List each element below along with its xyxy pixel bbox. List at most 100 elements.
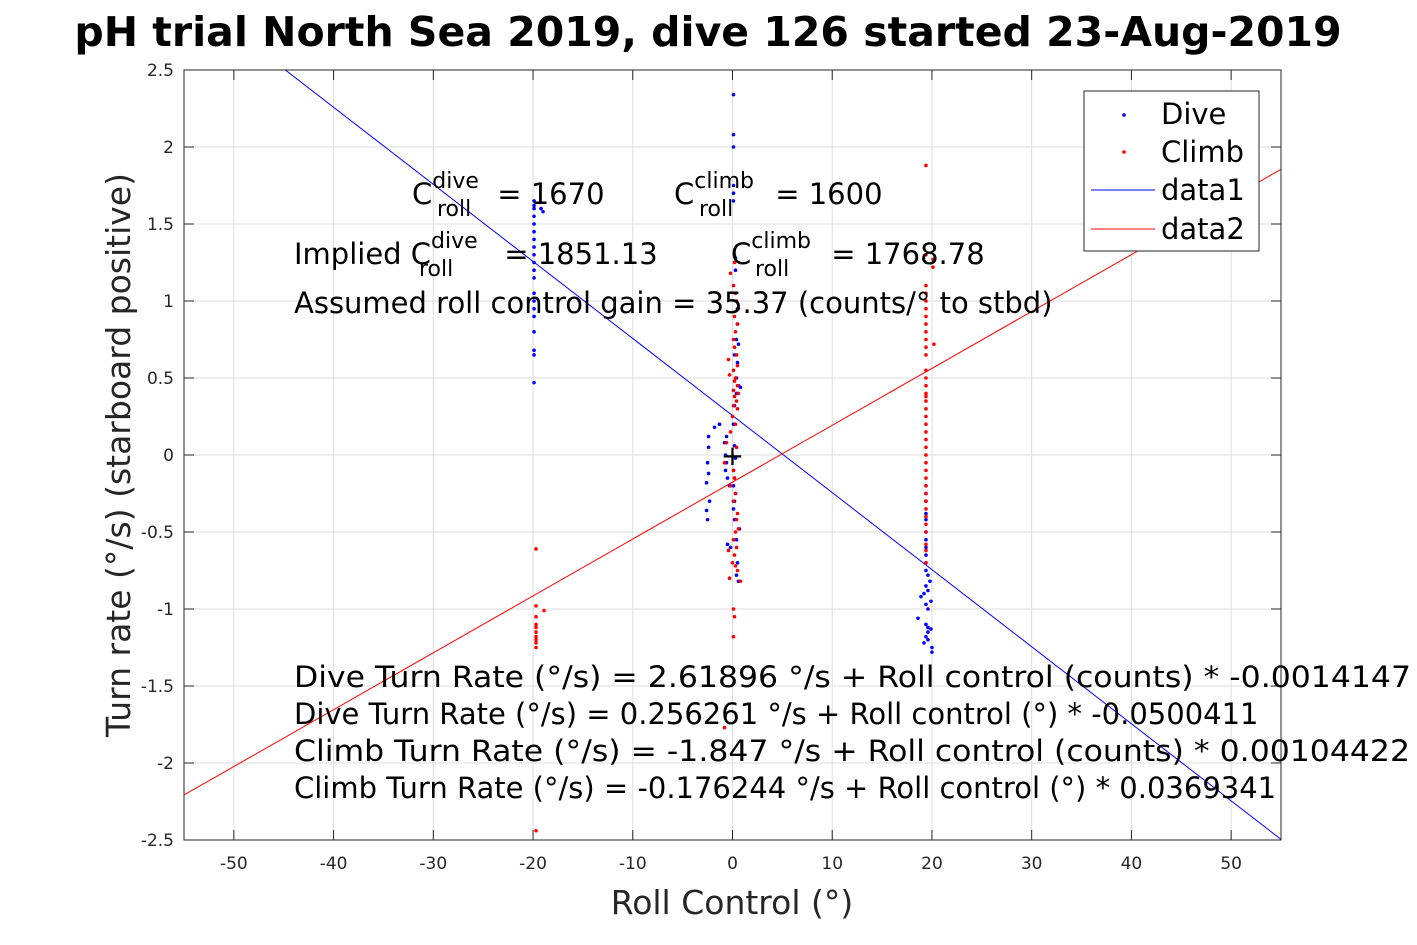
x-tick-label: 30 [1021,854,1043,874]
data-point-climb [931,257,935,262]
data-point-dive [916,616,920,621]
data-point-climb [924,330,928,334]
data-point-climb [924,399,928,403]
data-point-climb [534,828,538,833]
data-point-climb [534,622,538,627]
data-point-dive [532,229,536,234]
data-point-climb [735,363,740,368]
data-point-dive [532,299,536,303]
data-point-dive [725,542,730,547]
data-point-climb [924,394,928,399]
data-point-climb [731,388,736,393]
y-tick-label: -2 [157,754,174,774]
data-point-dive [735,360,740,365]
data-point-climb [722,725,727,730]
data-point-climb [734,353,739,357]
data-point-dive [733,456,738,460]
x-tick-label: -10 [619,854,647,874]
data-point-dive [926,588,930,593]
data-point-climb [924,460,928,465]
data-point-climb [924,306,928,311]
data-point-climb [924,299,928,303]
data-point-climb [534,634,538,639]
data-point-climb [924,391,928,396]
y-tick-label: 2 [163,138,174,158]
x-axis-label: Roll Control (°) [611,883,854,922]
data-point-dive [712,425,717,430]
data-point-climb [932,342,936,346]
data-point-dive [704,508,709,513]
data-point-dive [717,422,722,427]
data-point-climb [924,507,928,511]
data-point-dive [922,641,926,645]
data-point-climb [924,353,928,357]
data-point-climb [731,499,736,504]
data-point-climb [731,468,736,473]
x-tick-label: -20 [519,854,547,874]
c-dive-value: = 1670 [488,177,605,211]
data-point-climb [736,306,741,311]
data-point-dive [924,537,928,542]
legend: Dive Climb data1 data2 [1083,90,1260,252]
data-point-climb [733,530,738,534]
data-point-dive [926,607,930,611]
y-tick-label: 1 [163,292,174,312]
chart-title: pH trial North Sea 2019, dive 126 starte… [74,8,1341,56]
data-point-climb [931,265,935,269]
data-point-climb [734,545,739,550]
data-point-climb [534,614,538,619]
data-point-dive [924,568,928,573]
data-point-dive [723,468,728,473]
x-tick-label: 20 [921,854,943,874]
data-point-dive [731,191,736,195]
data-point-climb [736,527,741,531]
data-point-dive [733,268,738,273]
data-point-dive [734,573,739,577]
y-axis-label: Turn rate (°/s) (starboard positive) [99,173,138,738]
data-point-dive [731,507,736,511]
x-tick-label: 0 [727,854,738,874]
data-point-dive [532,203,536,208]
data-point-dive [725,476,730,480]
y-tick-label: 2.5 [147,61,174,81]
data-point-climb [924,522,928,527]
data-point-climb [924,484,928,488]
data-point-dive [924,634,928,639]
data-point-climb [732,253,737,257]
data-point-climb [732,260,737,265]
data-point-dive [731,199,736,203]
data-point-climb [733,564,738,568]
data-point-dive [731,145,736,149]
data-point-dive [924,517,928,522]
data-point-climb [732,314,737,319]
c-dive-sup: dive [432,169,479,194]
axes-frame [183,69,1282,841]
c-dive-sub: roll [437,197,471,222]
data-point-climb [924,345,928,350]
data-point-climb [722,460,727,465]
data-point-dive [731,92,736,97]
data-point-dive [532,199,536,203]
data-point-dive [924,553,928,557]
climb-degrees-equation: Climb Turn Rate (°/s) = -0.176244 °/s + … [294,771,1276,805]
data-point-dive [532,253,536,257]
data-point-climb [924,530,928,534]
data-point-dive [919,594,923,599]
data-point-dive [532,237,536,242]
c-climb-sub: roll [699,197,733,222]
data-point-climb [534,604,538,608]
c-climb-sup: climb [694,169,754,194]
legend-climb-marker [1122,150,1126,154]
data-point-dive [532,353,536,357]
implied-dive-value: = 1851.13 [495,237,658,271]
data-point-climb [534,547,538,551]
data-point-dive [532,214,536,219]
legend-box [1083,90,1260,252]
data-points: + [532,92,936,833]
data-point-climb [924,337,928,342]
data-point-climb [735,511,740,516]
data-point-dive [924,622,928,627]
implied-climb-prefix: C [731,237,751,271]
c-dive-prefix: C [412,177,432,211]
data-point-climb [734,445,739,450]
